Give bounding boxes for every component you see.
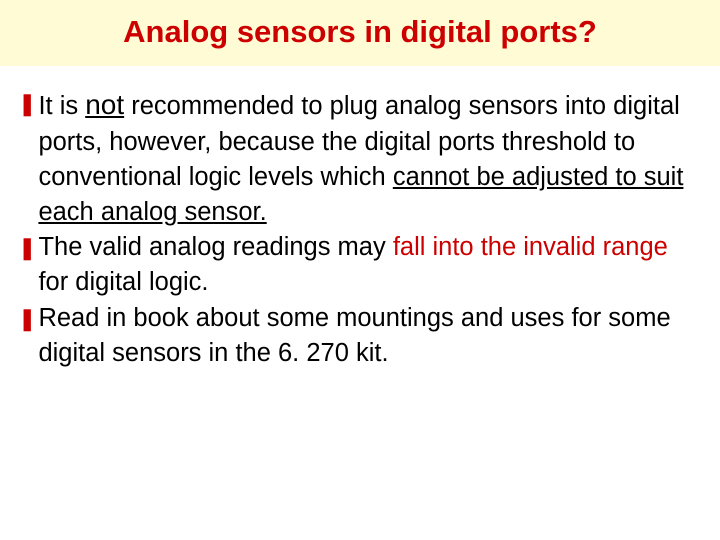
text-run: It is (38, 92, 85, 120)
bullet-item: ❚ Read in book about some mountings and … (18, 301, 702, 371)
bullet-text: The valid analog readings may fall into … (38, 230, 702, 300)
bullet-item: ❚ The valid analog readings may fall int… (18, 230, 702, 300)
bullet-item: ❚ It is not recommended to plug analog s… (18, 86, 702, 230)
bullet-text: Read in book about some mountings and us… (38, 301, 702, 371)
slide-content: ❚ It is not recommended to plug analog s… (0, 66, 720, 371)
bullet-icon: ❚ (18, 86, 36, 122)
emphasis-not: not (85, 89, 124, 120)
text-run: The valid analog readings may (38, 233, 392, 261)
red-run: fall into the invalid range (393, 233, 668, 261)
bullet-icon: ❚ (18, 301, 36, 337)
text-run: for digital logic. (38, 268, 208, 296)
slide-title: Analog sensors in digital ports? (20, 14, 700, 50)
text-run: Read in book about some mountings and us… (38, 304, 670, 367)
bullet-text: It is not recommended to plug analog sen… (38, 86, 702, 230)
title-bar: Analog sensors in digital ports? (0, 0, 720, 66)
bullet-icon: ❚ (18, 230, 36, 266)
